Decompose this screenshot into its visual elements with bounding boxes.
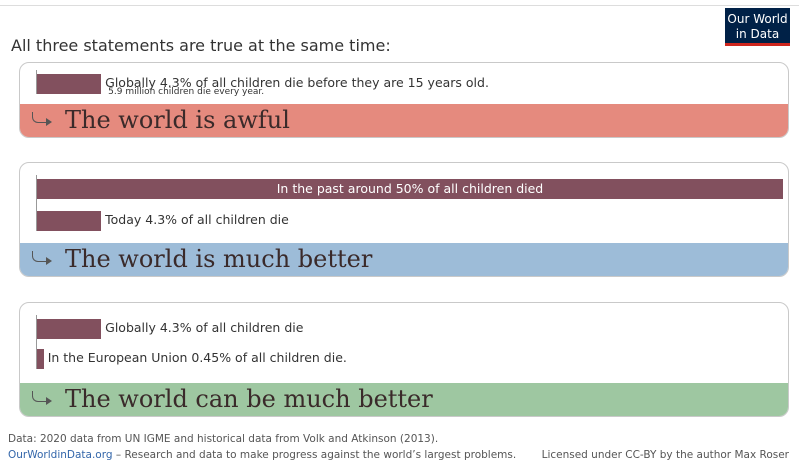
axis-line — [36, 315, 37, 369]
bar-label: Globally 4.3% of all children die — [105, 320, 304, 335]
verdict: The world is awful — [65, 106, 290, 134]
license: Licensed under CC-BY by the author Max R… — [541, 449, 789, 461]
bar-label: In the European Union 0.45% of all child… — [47, 350, 347, 365]
axis-line — [36, 70, 37, 94]
panel: Globally 4.3% of all children die In the … — [19, 302, 789, 417]
bar — [37, 349, 44, 369]
logo-line: in Data — [735, 27, 780, 41]
arrow-head — [46, 118, 52, 126]
arrow-icon — [32, 251, 47, 262]
site-link[interactable]: OurWorldinData.org — [8, 449, 113, 461]
bar-label: Today 4.3% of all children die — [105, 212, 289, 227]
top-rule — [0, 5, 799, 6]
bar — [37, 74, 102, 94]
axis-line — [36, 175, 37, 231]
verdict-band: The world is awful — [20, 104, 788, 137]
verdict-band: The world can be much better — [20, 383, 788, 416]
footer-line: OurWorldinData.org – Research and data t… — [8, 449, 516, 461]
arrow-head — [46, 397, 52, 405]
verdict: The world is much better — [65, 245, 373, 273]
bar — [37, 211, 102, 231]
bar — [37, 319, 102, 339]
arrow-head — [46, 257, 52, 265]
logo-line: Our World — [727, 12, 788, 26]
source: Data: 2020 data from UN IGME and histori… — [8, 433, 439, 445]
bar-label: In the past around 50% of all children d… — [276, 181, 544, 196]
arrow-icon — [32, 391, 47, 402]
panel: In the past around 50% of all children d… — [19, 162, 789, 277]
bar — [37, 179, 783, 199]
arrow-icon — [32, 112, 47, 123]
bar-label: Globally 4.3% of all children die before… — [105, 75, 489, 90]
title: All three statements are true at the sam… — [11, 36, 391, 55]
panel: Globally 4.3% of all children die before… — [19, 62, 789, 138]
bar-note: 5.9 million children die every year. — [108, 87, 265, 97]
verdict: The world can be much better — [65, 385, 433, 413]
logo: Our World in Data — [725, 8, 790, 46]
tagline: – Research and data to make progress aga… — [115, 449, 517, 461]
verdict-band: The world is much better — [20, 243, 788, 276]
